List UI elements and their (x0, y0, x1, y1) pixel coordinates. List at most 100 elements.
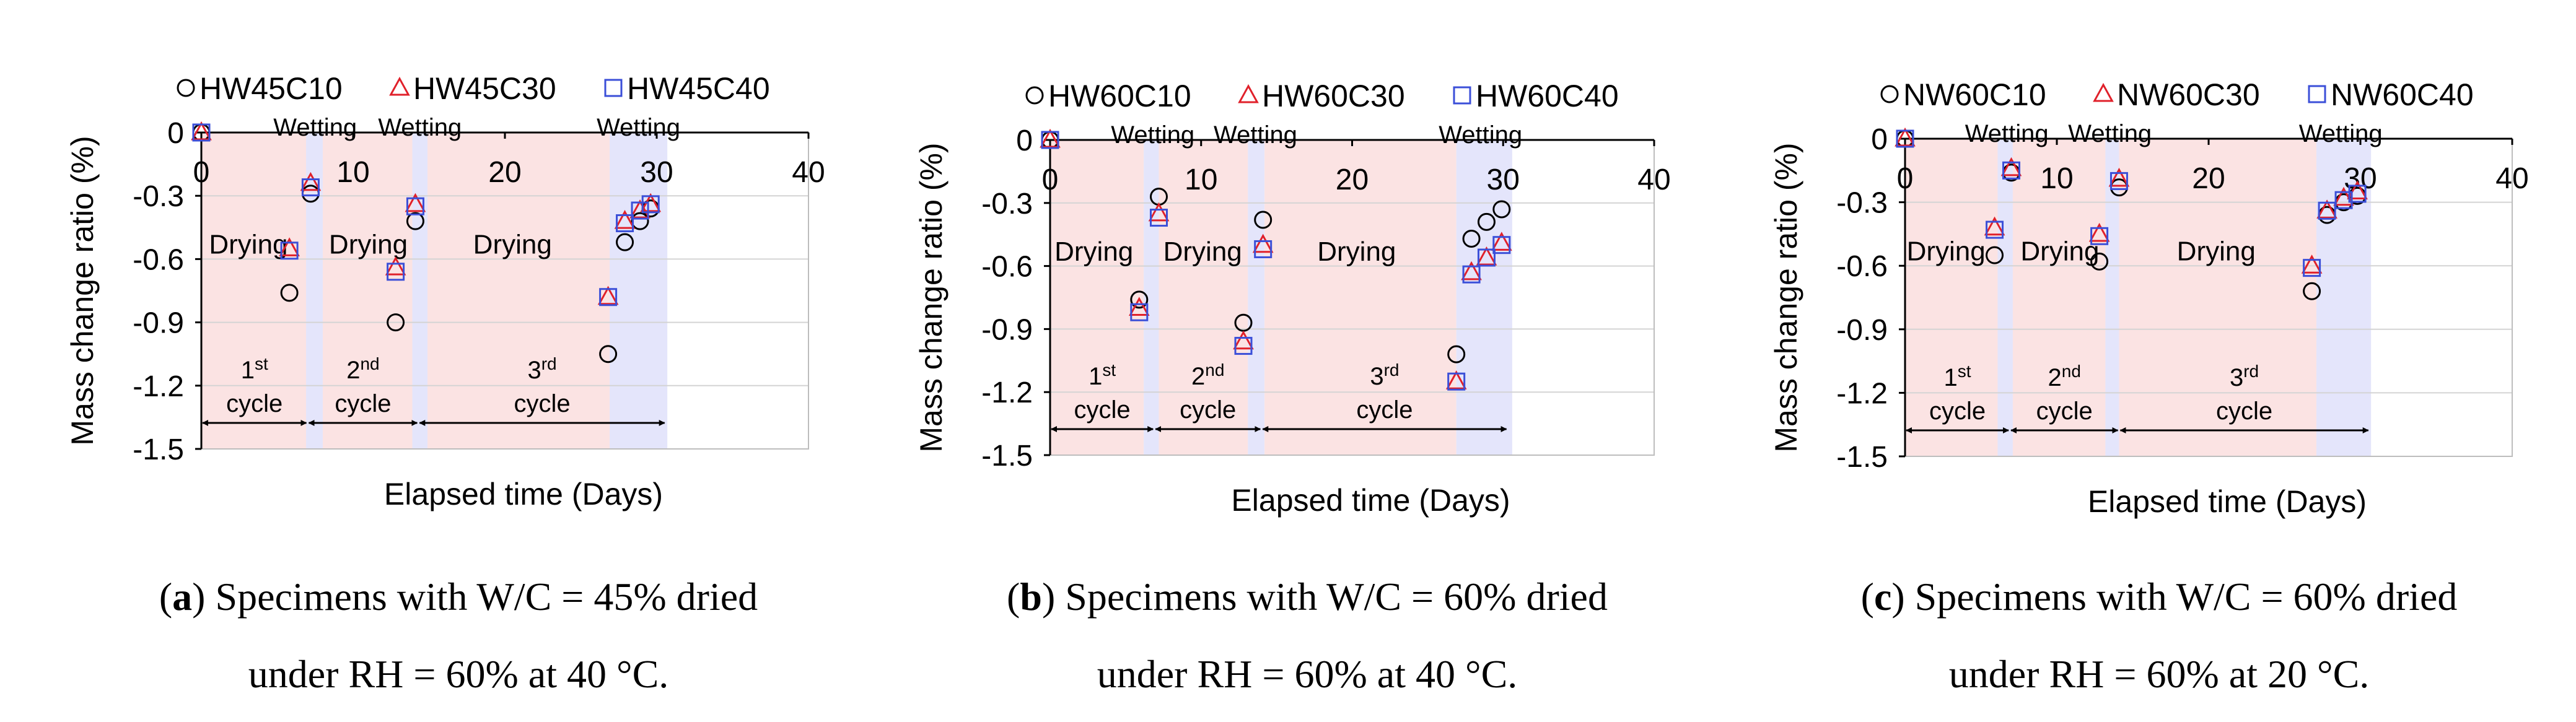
data-point-NW60C40 (2348, 185, 2367, 203)
y-tick-label: -1.2 (1836, 377, 1888, 410)
chart-panel-a: 0 -0.3 -0.6 -0.9 -1.2 -1.5 0 10 20 30 40 Elapsed ti… (65, 71, 825, 696)
x-tick-label: 30 (640, 156, 673, 189)
drying-region (323, 133, 413, 449)
data-point-NW60C10 (1986, 246, 2004, 264)
legend-triangle-marker (389, 76, 410, 96)
data-point-NW60C40 (2090, 227, 2109, 245)
data-point-NW60C30 (1984, 216, 2005, 236)
data-point-NW60C30 (2347, 180, 2368, 200)
legend-triangle-marker (1238, 84, 1259, 103)
legend-label: HW60C30 (1262, 79, 1405, 113)
legend-label: HW60C10 (1048, 79, 1191, 113)
y-tick-label: -1.5 (133, 433, 184, 466)
data-point-NW60C10 (2090, 252, 2109, 271)
data-point-HW60C10 (1447, 345, 1466, 363)
chart-panel-b: 0 -0.3 -0.6 -0.9 -1.2 -1.5 0 10 20 30 40 Elapsed ti… (914, 79, 1671, 696)
wetting-region (1248, 140, 1265, 455)
data-point-NW60C30 (2333, 186, 2354, 206)
data-point-HW60C30 (1040, 128, 1061, 148)
data-point-NW60C30 (2000, 157, 2022, 176)
drying-region (1905, 139, 1998, 456)
data-point-HW45C30 (279, 237, 300, 256)
cycle-ordinal: 2nd (346, 354, 379, 384)
drying-label: Drying (2177, 236, 2256, 266)
legend-circle-marker (1880, 85, 1899, 103)
caption-line-2: under RH = 60% at 40 °C. (248, 652, 669, 696)
data-point-NW60C30 (2301, 254, 2323, 274)
wetting-region (610, 133, 668, 449)
wetting-region (2105, 139, 2119, 456)
drying-label: Drying (1054, 237, 1133, 267)
wetting-label: Wetting (1214, 121, 1297, 149)
cycle-ordinal: 1st (241, 354, 268, 384)
caption-line-1: (b) Specimens with W/C = 60% dried (1007, 575, 1608, 619)
x-axis-label: Elapsed time (Days) (1231, 483, 1510, 518)
data-point-HW45C40 (387, 263, 405, 281)
legend-label: NW60C10 (1903, 77, 2046, 112)
data-point-HW45C10 (599, 345, 618, 363)
x-tick-label: 40 (1637, 163, 1670, 196)
cycle-ordinal: 2nd (1191, 360, 1224, 390)
drying-region (1159, 140, 1248, 455)
y-tick-label: -0.6 (981, 251, 1033, 284)
cycle-word: cycle (2216, 398, 2272, 425)
caption-line-2: under RH = 60% at 40 °C. (1097, 652, 1518, 696)
data-point-HW60C30 (1233, 330, 1254, 350)
data-point-HW60C10 (1130, 290, 1149, 309)
cycle-ordinal: 1st (1089, 360, 1116, 390)
y-tick-label: -1.2 (133, 370, 184, 403)
legend-circle-marker (1025, 86, 1044, 105)
data-point-NW60C40 (2318, 201, 2336, 220)
cycle-word: cycle (226, 390, 283, 417)
legend-square-marker (604, 79, 623, 97)
drying-region (1050, 140, 1144, 455)
x-tick-label: 20 (2192, 162, 2225, 195)
data-point-HW60C40 (1477, 248, 1496, 267)
drying-region (2012, 139, 2106, 456)
cycle-word: cycle (1356, 396, 1413, 424)
cycle-ordinal: 3rd (1370, 360, 1399, 390)
data-point-HW60C10 (1462, 229, 1481, 248)
legend-label: NW60C40 (2331, 77, 2474, 112)
y-tick-label: -0.6 (133, 243, 184, 276)
data-point-NW60C10 (2303, 282, 2321, 300)
cycle-word: cycle (2036, 398, 2093, 425)
data-point-HW45C30 (614, 210, 636, 229)
wetting-region (1144, 140, 1159, 455)
data-point-HW60C30 (1491, 232, 1512, 251)
cycle-word: cycle (1929, 398, 1986, 425)
data-point-HW45C10 (280, 284, 299, 302)
drying-label: Drying (209, 230, 287, 260)
drying-label: Drying (473, 230, 552, 260)
drying-region (2119, 139, 2316, 456)
cycle-word: cycle (1180, 396, 1236, 424)
cycle-word: cycle (335, 390, 391, 417)
data-point-HW60C40 (1254, 240, 1273, 258)
drying-label: Drying (1317, 237, 1396, 267)
data-point-HW45C40 (406, 197, 424, 215)
drying-region (1264, 140, 1457, 455)
wetting-region (412, 133, 428, 449)
data-point-HW60C30 (1128, 297, 1150, 316)
y-tick-label: -1.5 (981, 440, 1033, 472)
y-tick-label: -0.9 (133, 307, 184, 340)
data-point-NW60C40 (2002, 161, 2020, 180)
cycle-ordinal: 2nd (2048, 362, 2081, 391)
cycle-ordinal: 1st (1944, 362, 1971, 391)
data-point-NW60C30 (1895, 127, 1916, 147)
wetting-label: Wetting (1965, 120, 2049, 147)
data-point-HW45C30 (385, 256, 406, 276)
x-axis-label: Elapsed time (Days) (384, 477, 663, 511)
y-tick-label: -0.9 (981, 313, 1033, 346)
y-tick-label: 0 (167, 117, 184, 150)
wetting-label: Wetting (2068, 120, 2152, 147)
data-point-HW60C40 (1150, 209, 1168, 227)
x-tick-label: 10 (2040, 162, 2073, 195)
data-point-HW45C10 (406, 212, 424, 230)
data-point-HW45C40 (192, 123, 211, 142)
y-tick-label: -0.3 (1836, 187, 1888, 220)
wetting-region (1997, 139, 2013, 456)
data-point-HW60C10 (1477, 212, 1496, 231)
